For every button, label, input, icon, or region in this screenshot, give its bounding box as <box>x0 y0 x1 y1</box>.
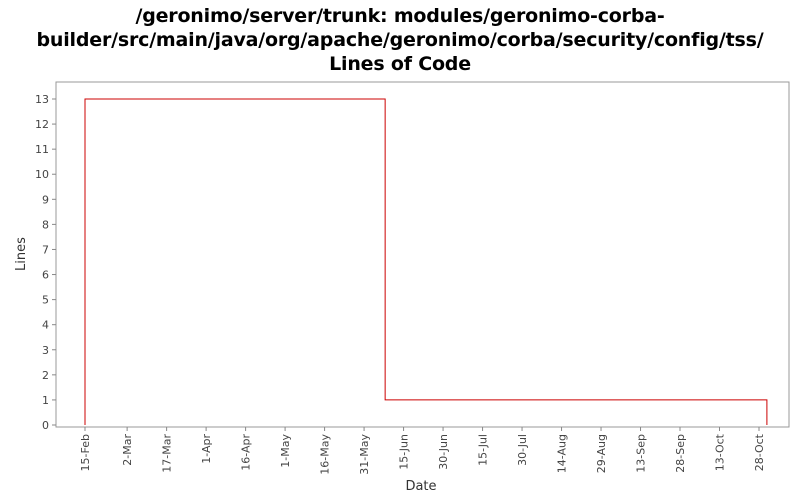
x-tick-label: 1-May <box>279 434 292 468</box>
x-tick-label: 28-Oct <box>753 433 766 471</box>
x-tick-label: 13-Oct <box>714 433 727 471</box>
y-tick-label: 6 <box>42 269 49 282</box>
x-tick-label: 2-Mar <box>121 434 134 466</box>
y-tick-label: 12 <box>35 118 49 131</box>
y-tick-label: 7 <box>42 243 49 256</box>
series-group <box>84 98 768 425</box>
y-tick-label: 11 <box>35 143 49 156</box>
chart-title-line-1: /geronimo/server/trunk: modules/geronimo… <box>135 5 665 27</box>
x-tick-label: 30-Jul <box>516 434 529 466</box>
chart-title-line-2: builder/src/main/java/org/apache/geronim… <box>36 29 764 51</box>
x-axis: 15-Feb 2-Mar 17-Mar 1-Apr 16-Apr 1-May 16-May 3… <box>79 427 766 475</box>
y-tick-label: 10 <box>35 168 49 181</box>
chart-title-line-3: Lines of Code <box>329 53 471 75</box>
y-tick-label: 2 <box>42 369 49 382</box>
y-tick-label: 9 <box>42 193 49 206</box>
y-tick-label: 1 <box>42 394 49 407</box>
y-tick-label: 5 <box>42 294 49 307</box>
x-tick-label: 30-Jun <box>437 434 450 470</box>
x-tick-label: 1-Apr <box>200 434 213 464</box>
x-tick-label: 31-May <box>358 434 371 475</box>
y-tick-label: 8 <box>42 218 49 231</box>
y-tick-label: 3 <box>42 344 49 357</box>
y-tick-label: 4 <box>42 319 49 332</box>
y-tick-label: 0 <box>42 419 49 432</box>
series-line <box>84 98 768 425</box>
x-axis-title: Date <box>405 479 436 494</box>
x-tick-label: 29-Aug <box>595 434 608 473</box>
chart-title: /geronimo/server/trunk: modules/geronimo… <box>0 4 800 76</box>
x-tick-label: 28-Sep <box>674 434 687 473</box>
y-tick-label: 13 <box>35 93 49 106</box>
plot-area <box>55 81 790 428</box>
x-tick-label: 14-Aug <box>556 434 569 473</box>
x-tick-label: 17-Mar <box>161 434 174 473</box>
x-tick-label: 16-Apr <box>240 434 253 471</box>
x-tick-label: 16-May <box>319 434 332 475</box>
x-tick-label: 15-Feb <box>79 434 92 471</box>
y-axis-title: Lines <box>14 237 29 271</box>
x-tick-label: 13-Sep <box>635 434 648 473</box>
x-tick-label: 15-Jun <box>398 434 411 470</box>
x-tick-label: 15-Jul <box>477 434 490 466</box>
